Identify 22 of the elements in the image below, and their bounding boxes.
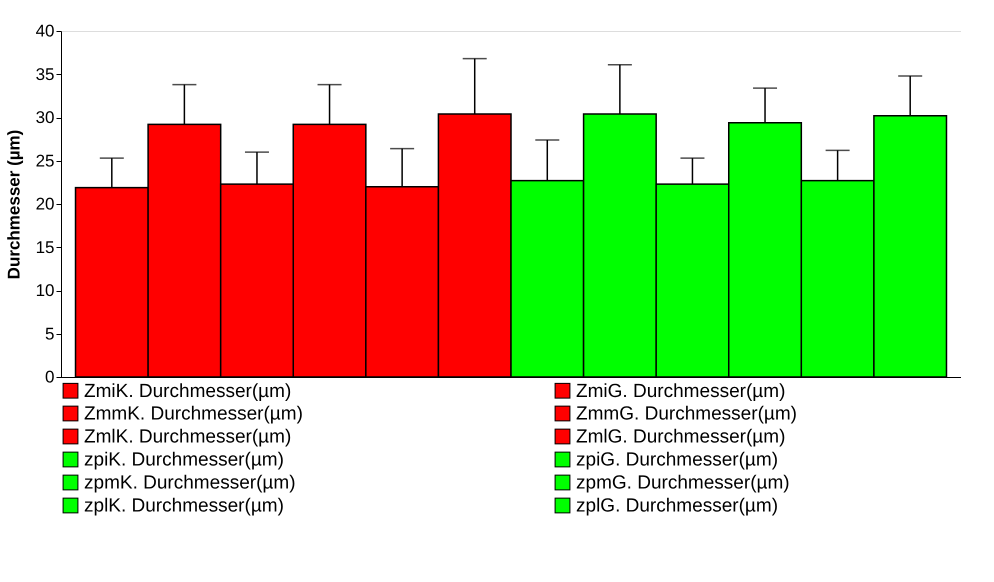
legend-label: zplG. Durchmesser(µm)	[576, 496, 778, 516]
y-tick-label: 10	[36, 281, 54, 300]
y-tick-label: 40	[36, 22, 54, 40]
legend-label: zplK. Durchmesser(µm)	[84, 496, 284, 516]
legend-label: zpmG. Durchmesser(µm)	[576, 472, 790, 494]
y-tick-label: 15	[36, 238, 54, 257]
legend-label: zpmK. Durchmesser(µm)	[84, 472, 296, 494]
y-tick-label: 0	[45, 368, 54, 386]
legend-label: ZmmK. Durchmesser(µm)	[84, 404, 303, 424]
legend-label: ZmmG. Durchmesser(µm)	[576, 404, 797, 424]
legend-label: zpiK. Durchmesser(µm)	[84, 450, 284, 470]
legend-label: ZmlK. Durchmesser(µm)	[84, 426, 292, 448]
legend-label: ZmiK. Durchmesser(µm)	[84, 380, 292, 402]
legend-label: zpiG. Durchmesser(µm)	[576, 450, 778, 470]
legend-label: ZmlG. Durchmesser(µm)	[576, 426, 786, 448]
y-tick-label: 5	[45, 324, 54, 344]
y-tick-label: 35	[36, 64, 54, 84]
y-tick-label: 25	[36, 151, 54, 170]
legend-label: ZmiG. Durchmesser(µm)	[576, 380, 786, 402]
y-tick-label: 30	[36, 108, 54, 127]
y-tick-label: 20	[36, 194, 54, 214]
y-axis-title: Durchmesser (µm)	[4, 130, 24, 280]
